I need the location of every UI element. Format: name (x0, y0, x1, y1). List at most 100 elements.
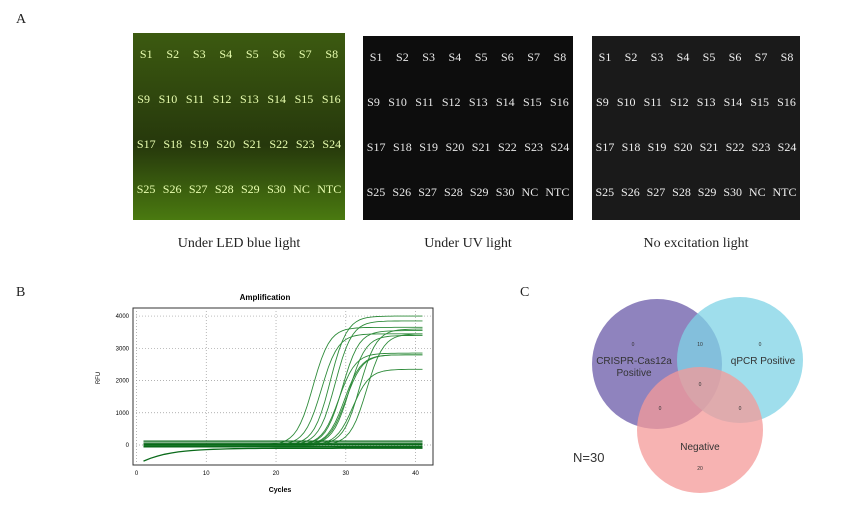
panel-b-label: B (16, 285, 26, 300)
tube-label: S13 (240, 92, 259, 106)
tube-label: S10 (616, 95, 636, 109)
tube-row: S9 S10 S11 S12 S13 S14 S15 S16 (133, 92, 345, 107)
tube-label: S16 (550, 95, 569, 109)
tube-label: S24 (777, 140, 797, 154)
tube-label: S6 (728, 50, 742, 64)
tube-label: S20 (673, 140, 693, 154)
chart-title: Amplification (240, 293, 291, 302)
x-tick-label: 0 (135, 471, 139, 477)
panel-a-label: A (16, 12, 27, 27)
tube-label: S17 (136, 137, 156, 151)
tube-label: S6 (272, 47, 286, 61)
tube-label: S30 (495, 185, 515, 199)
tube-label: S25 (366, 185, 386, 199)
tube-label: S23 (524, 140, 543, 154)
tube-label: S21 (471, 140, 491, 154)
tube-label: S7 (298, 47, 312, 61)
tube-photo-1: S1 S2 S3 S4 S5 S6 S7 S8 S9 S10 S11 S12 S13 S14 S15 S16 S… (133, 33, 345, 220)
tube-label: S28 (214, 182, 234, 196)
tube-row: S9 S10 S11 S12 S13 S14 S15 S16 (363, 95, 573, 110)
y-tick-label: 1000 (116, 411, 130, 417)
tube-label: S21 (242, 137, 262, 151)
tube-label: S10 (158, 92, 178, 106)
tube-label: S16 (777, 95, 796, 109)
panel-c-label: C (520, 285, 530, 300)
tube-label: NTC (317, 182, 342, 196)
amplification-curve (143, 333, 423, 446)
tube-label: S4 (448, 50, 462, 64)
tube-label: S11 (643, 95, 662, 109)
tube-label: NC (293, 182, 310, 196)
tube-label: S4 (676, 50, 690, 64)
tube-label: S12 (441, 95, 461, 109)
tube-label: S29 (241, 182, 260, 196)
tube-label: S27 (188, 182, 208, 196)
tube-label: S11 (185, 92, 205, 106)
count-negative-only: 20 (697, 466, 703, 472)
tube-label: S18 (163, 137, 183, 151)
tube-photo-2: S1 S2 S3 S4 S5 S6 S7 S8 S9 S10 S11 S12 S13 S14 S15 S16 S… (363, 36, 573, 220)
count-all: 0 (699, 382, 702, 388)
tube-label: S8 (325, 47, 339, 61)
tube-label: S1 (139, 47, 153, 61)
tube-label: S7 (527, 50, 540, 64)
tube-label: NC (748, 185, 766, 199)
amplification-curve (143, 352, 423, 446)
y-tick-label: 2000 (116, 379, 130, 385)
tube-row: S17 S18 S19 S20 S21 S22 S23 S24 (133, 137, 345, 152)
tube-label: S8 (780, 50, 794, 64)
tube-label: S5 (474, 50, 488, 64)
tube-label: S29 (469, 185, 489, 199)
tube-photo-3: S1 S2 S3 S4 S5 S6 S7 S8 S9 S10 S11 S12 S13 S14 S15 S16 S… (592, 36, 800, 220)
tube-label: S17 (366, 140, 386, 154)
tube-label: NC (521, 185, 539, 199)
tube-label: S19 (419, 140, 438, 154)
tube-label: S24 (550, 140, 570, 154)
photo-caption: No excitation light (643, 236, 749, 251)
tube-label: S25 (595, 185, 615, 199)
tube-label: S2 (396, 50, 409, 64)
tube-row: S17 S18 S19 S20 S21 S22 S23 S24 (592, 140, 800, 155)
tube-label: S13 (696, 95, 716, 109)
tube-row: S1 S2 S3 S4 S5 S6 S7 S8 (133, 47, 345, 62)
amplification-curve (143, 328, 423, 446)
tube-label: S5 (245, 47, 259, 61)
amplification-curve (143, 354, 423, 446)
x-tick-label: 10 (203, 471, 210, 477)
tube-label: S25 (136, 182, 156, 196)
y-tick-label: 3000 (116, 346, 130, 352)
tube-label: S27 (646, 185, 666, 199)
tube-label: S12 (669, 95, 689, 109)
tube-label: S28 (672, 185, 691, 199)
tube-label: NTC (545, 185, 570, 199)
tube-label: S18 (393, 140, 412, 154)
tube-label: S18 (621, 140, 641, 154)
y-axis-label: RFU (96, 372, 102, 384)
plot-frame (132, 307, 434, 466)
amplification-curve (143, 320, 423, 446)
tube-label: S15 (294, 92, 314, 106)
tube-label: S3 (192, 47, 206, 61)
tube-label: S14 (267, 92, 287, 106)
x-tick-label: 20 (273, 471, 280, 477)
tube-row: S17 S18 S19 S20 S21 S22 S23 S24 (363, 140, 573, 155)
tube-label: S4 (219, 47, 233, 61)
set-label-crispr: CRISPR-Cas12a (596, 356, 672, 367)
tube-label: S26 (392, 185, 412, 199)
amplification-chart: Amplification RFU Cycles 0 10 20 30 40 0 1000 2… (96, 293, 434, 494)
amplification-curve (143, 354, 423, 446)
tube-label: S14 (495, 95, 515, 109)
tube-label: S23 (295, 137, 315, 151)
tube-label: S26 (621, 185, 640, 199)
count-crispr-only: 0 (632, 342, 635, 348)
tube-label: S2 (624, 50, 638, 64)
tube-label: S21 (699, 140, 719, 154)
amplification-curve (143, 333, 423, 446)
tube-label: S10 (388, 95, 407, 109)
y-tick-label: 4000 (116, 314, 130, 320)
tube-label: S30 (723, 185, 743, 199)
tube-row: S1 S2 S3 S4 S5 S6 S7 S8 (363, 50, 573, 65)
tube-label: S12 (212, 92, 232, 106)
tube-label: S29 (697, 185, 717, 199)
tube-row: S9 S10 S11 S12 S13 S14 S15 S16 (592, 95, 800, 110)
